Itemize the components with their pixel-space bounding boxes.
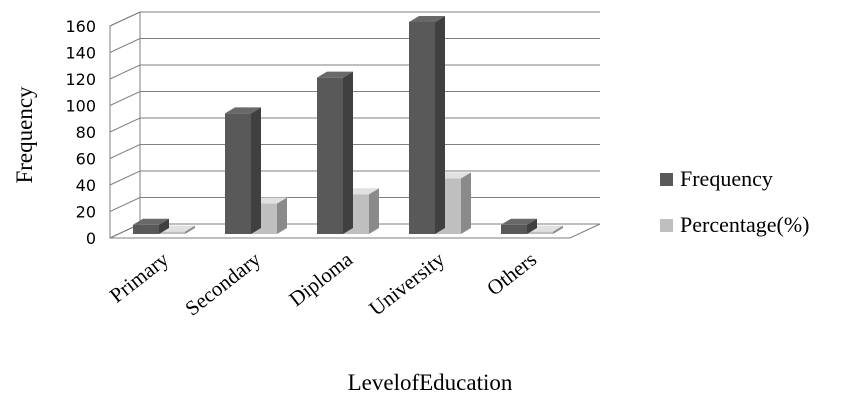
- bar-others-frequency: [501, 218, 537, 234]
- bar-primary-frequency: [133, 218, 169, 234]
- y-tick-label: 0: [86, 229, 96, 248]
- gridline: [109, 11, 600, 27]
- x-category-label: Secondary: [180, 247, 265, 321]
- y-axis-title: Frequency: [12, 86, 37, 184]
- x-axis-title: LevelofEducation: [348, 370, 513, 395]
- legend-item: Percentage(%): [660, 212, 809, 237]
- bar-secondary-frequency: [225, 107, 261, 234]
- gridline: [109, 64, 600, 80]
- gridline: [109, 117, 600, 133]
- legend-label: Percentage(%): [680, 212, 809, 237]
- legend-item: Frequency: [660, 166, 773, 191]
- x-category-label: Diploma: [284, 247, 357, 312]
- y-tick-label: 140: [65, 44, 96, 63]
- y-tick-label: 160: [65, 17, 96, 36]
- bars: [133, 16, 563, 235]
- gridline: [109, 144, 600, 159]
- bar-university-frequency: [409, 16, 445, 234]
- gridline: [109, 170, 600, 186]
- gridline: [109, 91, 600, 106]
- x-category-label: Others: [482, 247, 541, 300]
- y-axis-ticks: 0 20 40 60 80 100 120 140 160: [65, 17, 96, 248]
- y-tick-label: 100: [65, 97, 96, 116]
- x-axis-categories: Primary Secondary Diploma University Others: [105, 247, 541, 321]
- gridline: [109, 38, 600, 53]
- y-tick-label: 120: [65, 70, 96, 89]
- y-tick-label: 60: [76, 150, 96, 169]
- legend-swatch: [660, 173, 673, 186]
- legend-label: Frequency: [680, 166, 773, 191]
- bar-diploma-frequency: [317, 71, 353, 235]
- y-tick-label: 40: [76, 176, 96, 195]
- y-tick-label: 20: [76, 203, 96, 222]
- legend-swatch: [660, 219, 673, 232]
- legend: Frequency Percentage(%): [660, 166, 809, 237]
- y-tick-label: 80: [76, 123, 96, 142]
- x-category-label: Primary: [105, 247, 173, 308]
- x-category-label: University: [364, 247, 449, 321]
